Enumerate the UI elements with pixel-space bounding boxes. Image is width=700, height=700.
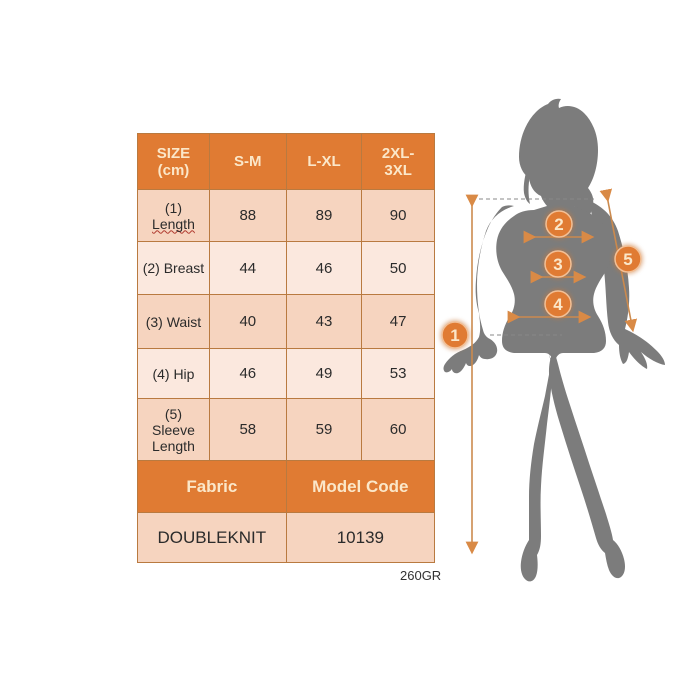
svg-text:4: 4 <box>553 295 563 314</box>
svg-text:2: 2 <box>554 215 563 234</box>
svg-text:5: 5 <box>623 250 632 269</box>
svg-text:1: 1 <box>450 326 459 345</box>
svg-text:3: 3 <box>553 255 562 274</box>
